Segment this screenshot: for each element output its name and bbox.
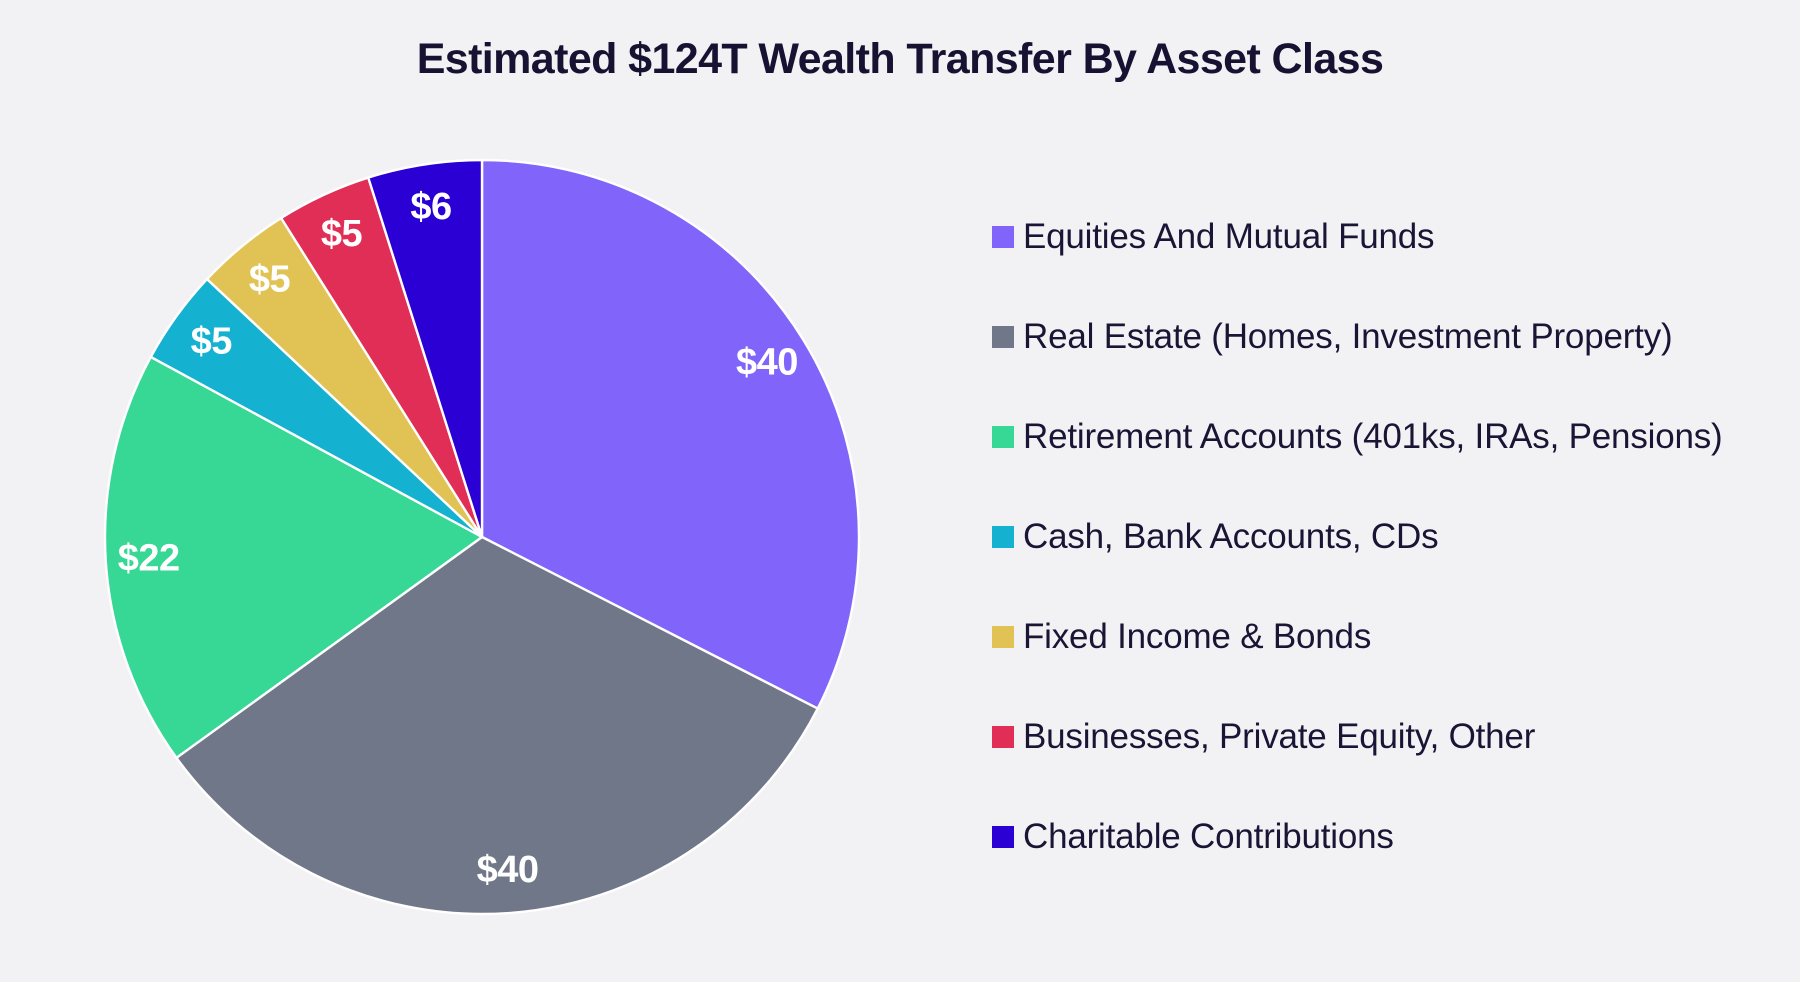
pie-slice-7 [367,158,484,539]
legend-label-1: Equities And Mutual Funds [1023,217,1435,256]
legend-swatch-1 [992,226,1014,248]
pie-slice-value-label-1: $40 [736,342,798,384]
pie-slice-value-label-7: $6 [410,186,451,228]
pie-slice-value-label-5: $5 [249,258,291,300]
legend-label-7: Charitable Contributions [1023,817,1394,856]
legend-item-5: Fixed Income & Bonds [992,615,1371,659]
legend-item-7: Charitable Contributions [992,815,1394,859]
pie-slice-value-label-6: $5 [321,213,363,255]
pie-slice-value-label-2: $40 [477,849,539,891]
legend-item-1: Equities And Mutual Funds [992,215,1435,259]
legend-swatch-4 [992,526,1014,548]
pie-slice-1 [480,158,861,710]
pie-slice-2 [175,535,819,916]
legend-swatch-3 [992,426,1014,448]
legend-label-4: Cash, Bank Accounts, CDs [1023,517,1439,556]
legend-item-3: Retirement Accounts (401ks, IRAs, Pensio… [992,415,1723,459]
pie-slice-3 [103,355,484,760]
legend-swatch-7 [992,826,1014,848]
legend-swatch-2 [992,326,1014,348]
legend-label-6: Businesses, Private Equity, Other [1023,717,1536,756]
legend-item-4: Cash, Bank Accounts, CDs [992,515,1439,559]
legend-label-5: Fixed Income & Bonds [1023,617,1372,656]
legend-item-2: Real Estate (Homes, Investment Property) [992,315,1673,359]
pie-slice-value-label-3: $22 [118,537,180,579]
legend-swatch-6 [992,726,1014,748]
legend-label-3: Retirement Accounts (401ks, IRAs, Pensio… [1023,417,1723,456]
pie-slice-value-label-4: $5 [191,320,233,362]
chart-title: Estimated $124T Wealth Transfer By Asset… [416,35,1384,83]
legend-label-2: Real Estate (Homes, Investment Property) [1023,317,1673,356]
legend-swatch-5 [992,626,1014,648]
legend-item-6: Businesses, Private Equity, Other [992,715,1535,759]
